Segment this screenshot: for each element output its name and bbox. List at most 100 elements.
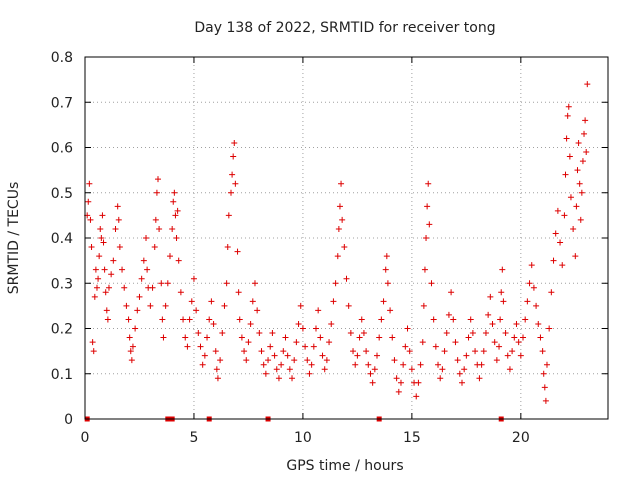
data-point (147, 302, 154, 309)
data-point (426, 221, 433, 228)
data-point (391, 357, 398, 364)
data-point (174, 207, 181, 214)
data-point (469, 330, 476, 337)
data-point (432, 343, 439, 350)
chart-title: Day 138 of 2022, SRMTID for receiver ton… (194, 20, 495, 36)
data-point (291, 357, 298, 364)
data-point (249, 298, 256, 305)
data-point (230, 153, 237, 160)
data-point (306, 370, 313, 377)
data-point (502, 330, 509, 337)
data-point (330, 298, 337, 305)
data-point (85, 198, 92, 205)
data-point (93, 284, 100, 291)
data-point (152, 216, 159, 223)
data-point (326, 339, 333, 346)
data-point (282, 334, 289, 341)
data-point (575, 139, 582, 146)
data-point (258, 348, 265, 355)
data-point (328, 320, 335, 327)
data-point (89, 339, 96, 346)
data-point (406, 348, 413, 355)
data-point (476, 375, 483, 382)
data-point (564, 112, 571, 119)
data-point (247, 320, 254, 327)
data-point (103, 307, 110, 314)
data-point (461, 366, 468, 373)
data-point (166, 253, 173, 260)
data-point (350, 348, 357, 355)
data-point (221, 302, 228, 309)
data-point (125, 316, 132, 323)
data-point (204, 334, 211, 341)
data-point (341, 244, 348, 251)
data-point (134, 307, 141, 314)
data-point (336, 203, 343, 210)
data-point (110, 257, 117, 264)
data-point (97, 225, 104, 232)
data-point (269, 330, 276, 337)
data-point (190, 275, 197, 282)
data-point (506, 366, 513, 373)
data-point (114, 203, 121, 210)
data-point (509, 348, 516, 355)
data-point (129, 343, 136, 350)
data-point (387, 307, 394, 314)
data-point (140, 257, 147, 264)
y-tick-label: 0.7 (51, 95, 73, 111)
x-tick-label: 5 (189, 430, 198, 446)
y-tick-label: 0.8 (51, 50, 73, 66)
data-point (517, 352, 524, 359)
data-point (213, 366, 220, 373)
data-point (164, 280, 171, 287)
data-point (224, 244, 231, 251)
data-point (182, 334, 189, 341)
data-point (267, 343, 274, 350)
data-point (500, 298, 507, 305)
data-point (251, 280, 258, 287)
data-point (498, 289, 505, 296)
data-point (380, 298, 387, 305)
data-point (235, 289, 242, 296)
data-point (297, 302, 304, 309)
data-point (158, 280, 165, 287)
data-point (384, 280, 391, 287)
data-point (229, 171, 236, 178)
data-point (95, 275, 102, 282)
data-point (206, 316, 213, 323)
data-point (101, 266, 108, 273)
data-point (119, 266, 126, 273)
data-point (520, 334, 527, 341)
data-point (317, 334, 324, 341)
data-point (144, 266, 151, 273)
data-point (550, 257, 557, 264)
data-point (299, 325, 306, 332)
data-point (92, 266, 99, 273)
data-point (485, 311, 492, 318)
data-point (245, 339, 252, 346)
data-point (419, 339, 426, 346)
data-point (321, 366, 328, 373)
data-point (496, 343, 503, 350)
y-axis-label: SRMTID / TECUs (6, 182, 22, 295)
data-point (581, 130, 588, 137)
data-point (149, 284, 156, 291)
data-point (188, 298, 195, 305)
data-point (570, 225, 577, 232)
data-point (397, 379, 404, 386)
data-point (87, 216, 94, 223)
data-point (180, 316, 187, 323)
data-point (234, 248, 241, 255)
data-point (439, 366, 446, 373)
data-point (540, 370, 547, 377)
data-point (186, 316, 193, 323)
data-point (524, 298, 531, 305)
data-point (153, 189, 160, 196)
data-point (576, 180, 583, 187)
y-tick-label: 0.4 (51, 231, 73, 247)
data-point (376, 334, 383, 341)
data-point (273, 366, 280, 373)
data-point (86, 180, 93, 187)
data-point (504, 352, 511, 359)
